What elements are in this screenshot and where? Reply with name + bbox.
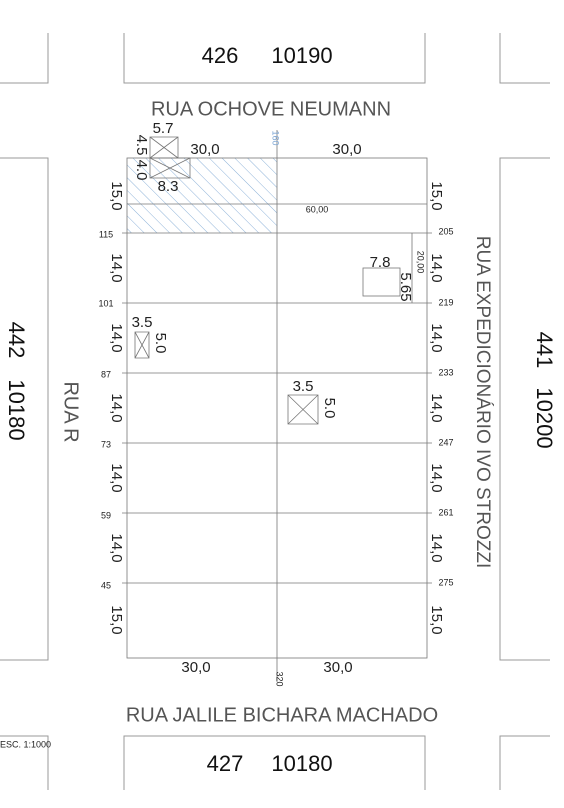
- building-height: 5.0: [321, 398, 338, 419]
- buildings: [134, 136, 401, 425]
- building-width: 7.8: [370, 254, 391, 271]
- street-name: RUA OCHOVE NEUMANN: [151, 98, 391, 120]
- block-code: 10180: [4, 379, 29, 440]
- depth: 14,0: [428, 323, 445, 352]
- building-height: 5.0: [152, 333, 169, 354]
- depth: 14,0: [428, 393, 445, 422]
- dimension-note: 320: [275, 671, 285, 686]
- depth: 14,0: [108, 253, 125, 282]
- neighbor-blocks: [0, 33, 550, 790]
- block-code: 10190: [271, 43, 332, 68]
- lot-number: 219: [438, 297, 453, 307]
- frontage: 30,0: [190, 141, 219, 158]
- dimension-note: 60,00: [306, 204, 329, 214]
- depth: 15,0: [428, 605, 445, 634]
- lot-number: 261: [438, 507, 453, 517]
- building-width: 3.5: [293, 378, 314, 395]
- lot-number: 87: [101, 369, 111, 379]
- building-height: 5.65: [397, 272, 414, 301]
- building-height: 4.0: [133, 160, 150, 181]
- block-code: 10180: [271, 751, 332, 776]
- depth: 15,0: [108, 605, 125, 634]
- street-name: RUA JALILE BICHARA MACHADO: [126, 704, 438, 726]
- lot-number: 247: [438, 437, 453, 447]
- lot-number: 45: [101, 580, 111, 590]
- depth: 14,0: [108, 463, 125, 492]
- lot-number: 115: [99, 229, 113, 239]
- building-width: 3.5: [132, 314, 153, 331]
- lot-number: 101: [98, 298, 113, 308]
- depth: 14,0: [428, 463, 445, 492]
- lot-number: 205: [438, 226, 453, 236]
- dimension-note: 160: [271, 130, 281, 145]
- block-lot: 427: [207, 751, 244, 776]
- building-width: 5.7: [153, 120, 174, 137]
- lot-number: 233: [438, 367, 453, 377]
- depth: 15,0: [108, 181, 125, 210]
- hatched-area: [127, 158, 277, 233]
- street-name: RUA R: [60, 381, 82, 442]
- depth: 14,0: [108, 393, 125, 422]
- depth: 14,0: [428, 533, 445, 562]
- lot-number: 275: [438, 577, 453, 587]
- frontage: 30,0: [323, 659, 352, 676]
- lot-number: 59: [101, 510, 111, 520]
- block-lot: 441: [532, 332, 557, 369]
- block-code: 10200: [532, 387, 557, 448]
- scale: ESC. 1:1000: [0, 739, 51, 749]
- frontage: 30,0: [181, 659, 210, 676]
- frontage: 30,0: [332, 141, 361, 158]
- depth: 14,0: [108, 533, 125, 562]
- building-height: 4.5: [133, 135, 150, 156]
- lot-number: 73: [101, 439, 111, 449]
- main-block: [122, 130, 432, 682]
- street-name: RUA EXPEDICIONÁRIO IVO STROZZI: [472, 236, 493, 569]
- building-width: 8.3: [158, 178, 179, 195]
- depth: 14,0: [108, 323, 125, 352]
- depth: 14,0: [428, 253, 445, 282]
- dimension-note: 20,00: [416, 251, 426, 274]
- block-lot: 442: [4, 322, 29, 359]
- depth: 15,0: [428, 181, 445, 210]
- block-lot: 426: [202, 43, 239, 68]
